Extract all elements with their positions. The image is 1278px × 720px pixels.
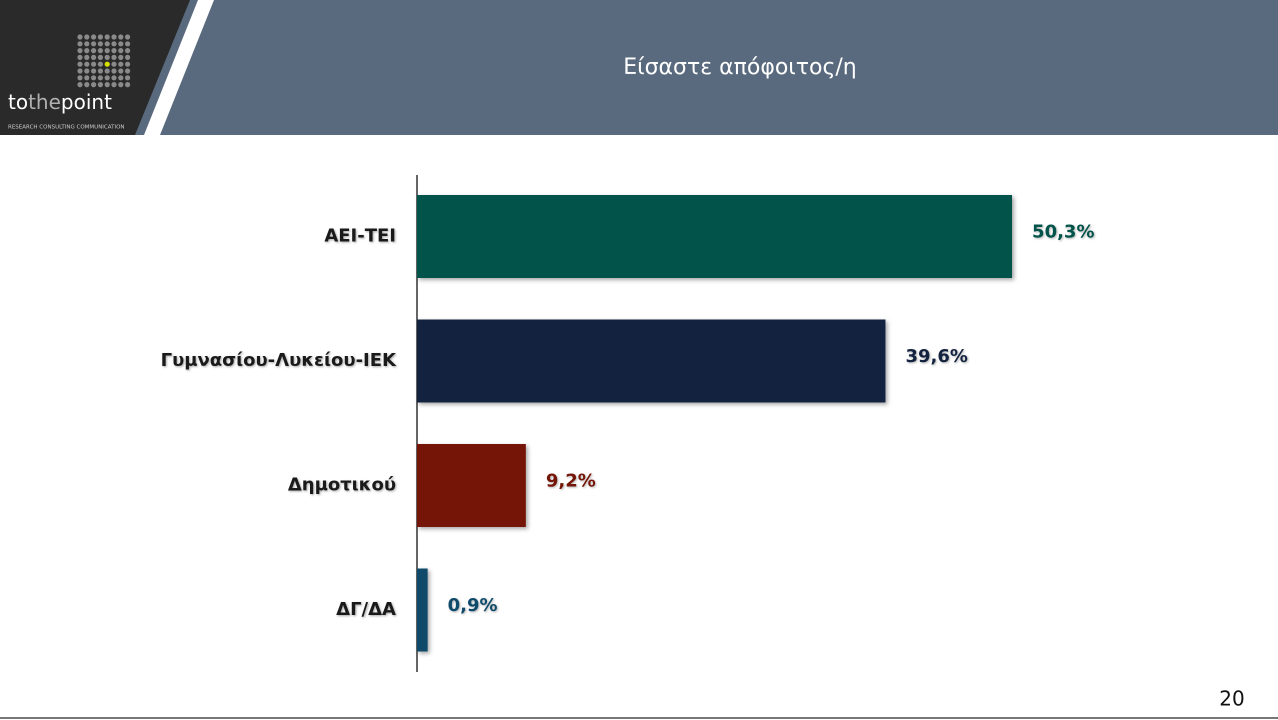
logo-dot (97, 34, 103, 40)
logo-dot (97, 48, 103, 54)
logo-dot (91, 68, 97, 74)
logo-dot (118, 34, 124, 40)
logo-dot (84, 48, 90, 54)
logo-dot (125, 61, 131, 67)
logo-dot (77, 82, 83, 88)
logo-dot (118, 48, 124, 54)
header-band (0, 0, 1278, 135)
logo-dot (84, 61, 90, 67)
logo-dot (84, 75, 90, 81)
logo-dot (111, 75, 117, 81)
logo-dot (84, 41, 90, 47)
logo-dot (91, 41, 97, 47)
logo-dot (125, 34, 131, 40)
value-label: 0,9% (448, 595, 498, 616)
logo-dot (104, 82, 110, 88)
logo-dot (77, 41, 83, 47)
logo-dot (77, 34, 83, 40)
logo-dot (118, 54, 124, 61)
logo-dot (111, 54, 117, 61)
logo-dot (84, 34, 90, 40)
value-label: 50,3% (1032, 222, 1094, 243)
value-label: 39,6% (905, 346, 967, 367)
logo-dot (111, 34, 117, 40)
bar (417, 444, 526, 527)
logo-dot (111, 41, 117, 47)
category-label: Γυμνασίου-Λυκείου-ΙΕΚ (161, 350, 397, 371)
logo-dot (111, 61, 117, 67)
logo-panel (0, 0, 190, 135)
logo-dot (97, 68, 103, 74)
logo-dot (118, 68, 124, 74)
logo-dot (91, 34, 97, 40)
logo-dot (77, 68, 83, 74)
logo-dot (97, 54, 103, 61)
logo: tothepoint (8, 90, 112, 114)
logo-dot (91, 75, 97, 81)
bar (417, 568, 428, 652)
logo-part: to (8, 90, 28, 114)
logo-dot (77, 48, 83, 54)
logo-dot (118, 41, 124, 47)
logo-dot (125, 41, 131, 47)
logo-dot (97, 75, 103, 81)
value-label: 9,2% (546, 471, 596, 492)
logo-dot (125, 75, 131, 81)
category-label: Δημοτικού (288, 475, 396, 496)
logo-part: point (61, 90, 112, 114)
slide-title: Είσαστε απόφοιτος/η (623, 55, 856, 80)
logo-dot (84, 82, 90, 88)
logo-dot (125, 54, 131, 61)
logo-dot (104, 68, 110, 74)
logo-dot (118, 75, 124, 81)
logo-dot (111, 68, 117, 74)
logo-dot (97, 82, 103, 88)
logo-dot (77, 54, 83, 61)
bar (417, 195, 1013, 278)
logo-dots (77, 34, 131, 88)
logo-dot (104, 41, 110, 47)
logo-dot (77, 75, 83, 81)
logo-dot (91, 61, 97, 67)
logo-dot (125, 82, 131, 88)
logo-dot (111, 82, 117, 88)
logo-dot (118, 82, 124, 88)
logo-dot (91, 48, 97, 54)
logo-dot (77, 61, 83, 67)
category-label: ΑΕΙ-ΤΕΙ (324, 226, 396, 247)
logo-dot (91, 54, 97, 61)
logo-dot (104, 75, 110, 81)
logo-dot (84, 68, 90, 74)
logo-dot (104, 48, 110, 54)
category-label: ΔΓ/ΔΑ (336, 599, 396, 620)
logo-dot (91, 82, 97, 88)
logo-tagline: RESEARCH CONSULTING COMMUNICATION (8, 125, 125, 131)
logo-dot (84, 54, 90, 61)
logo-dot (118, 61, 124, 67)
logo-dot (111, 48, 117, 54)
logo-dot (104, 34, 110, 40)
logo-dot (125, 68, 131, 74)
logo-dot (104, 54, 110, 61)
logo-dot (125, 48, 131, 54)
logo-dot (104, 61, 110, 67)
page-number: 20 (1219, 687, 1244, 711)
bar (417, 319, 886, 403)
header-stripe (144, 0, 214, 135)
logo-dot (97, 41, 103, 47)
logo-dot (97, 61, 103, 67)
logo-part: the (28, 90, 61, 114)
